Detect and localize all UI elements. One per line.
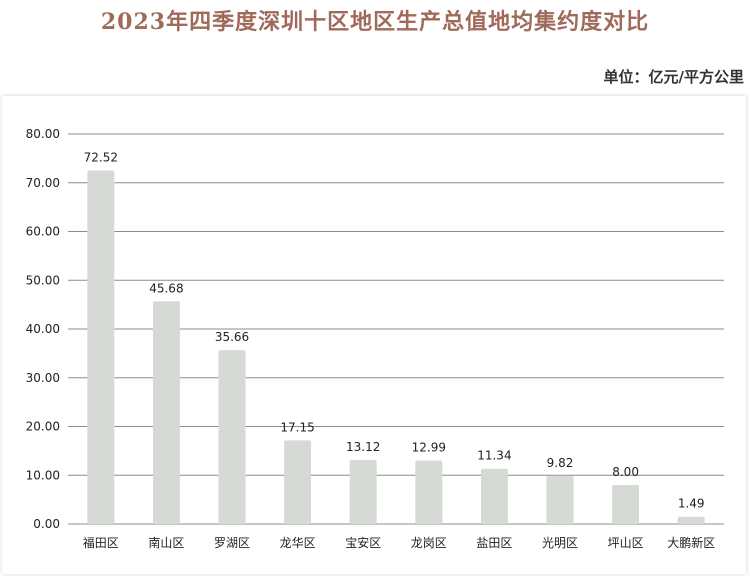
y-tick-label: 70.00: [26, 176, 60, 190]
bar-7[interactable]: [480, 468, 508, 524]
y-tick-label: 0.00: [33, 517, 60, 531]
y-tick-label: 60.00: [26, 225, 60, 239]
data-label: 8.00: [612, 465, 639, 479]
y-tick-label: 30.00: [26, 371, 60, 385]
data-label: 9.82: [547, 456, 574, 470]
data-label: 17.15: [280, 420, 314, 434]
x-tick-label: 罗湖区: [214, 535, 250, 550]
y-tick-label: 40.00: [26, 322, 60, 336]
chart-title: 2023年四季度深圳十区地区生产总值地均集约度对比: [100, 9, 650, 35]
bar-10[interactable]: [677, 516, 705, 524]
x-tick-label: 宝安区: [345, 535, 381, 550]
x-tick-label: 大鹏新区: [667, 535, 715, 550]
y-tick-label: 80.00: [26, 127, 60, 141]
bar-5[interactable]: [349, 460, 377, 524]
bar-3[interactable]: [218, 350, 246, 524]
data-label: 45.68: [149, 281, 183, 295]
unit-label: 单位：亿元/平方公里: [603, 68, 744, 86]
bar-8[interactable]: [546, 476, 574, 524]
data-label: 11.34: [477, 449, 511, 463]
bar-6[interactable]: [415, 460, 443, 524]
data-label: 72.52: [84, 150, 118, 164]
data-label: 35.66: [215, 330, 249, 344]
data-label: 12.99: [412, 441, 446, 455]
y-tick-label: 10.00: [26, 468, 60, 482]
y-tick-label: 50.00: [26, 273, 60, 287]
x-tick-label: 龙华区: [280, 536, 316, 550]
x-tick-label: 南山区: [148, 535, 184, 550]
x-tick-label: 盐田区: [476, 536, 512, 550]
bar-9[interactable]: [612, 485, 640, 524]
data-label: 13.12: [346, 440, 380, 454]
y-tick-label: 20.00: [26, 420, 60, 434]
x-tick-label: 光明区: [542, 536, 578, 550]
bar-4[interactable]: [284, 440, 312, 524]
bar-2[interactable]: [152, 301, 180, 524]
x-tick-label: 坪山区: [608, 536, 644, 550]
bar-1[interactable]: [87, 170, 115, 524]
x-tick-label: 龙岗区: [411, 536, 447, 550]
x-tick-label: 福田区: [83, 535, 119, 550]
data-label: 1.49: [678, 497, 705, 511]
